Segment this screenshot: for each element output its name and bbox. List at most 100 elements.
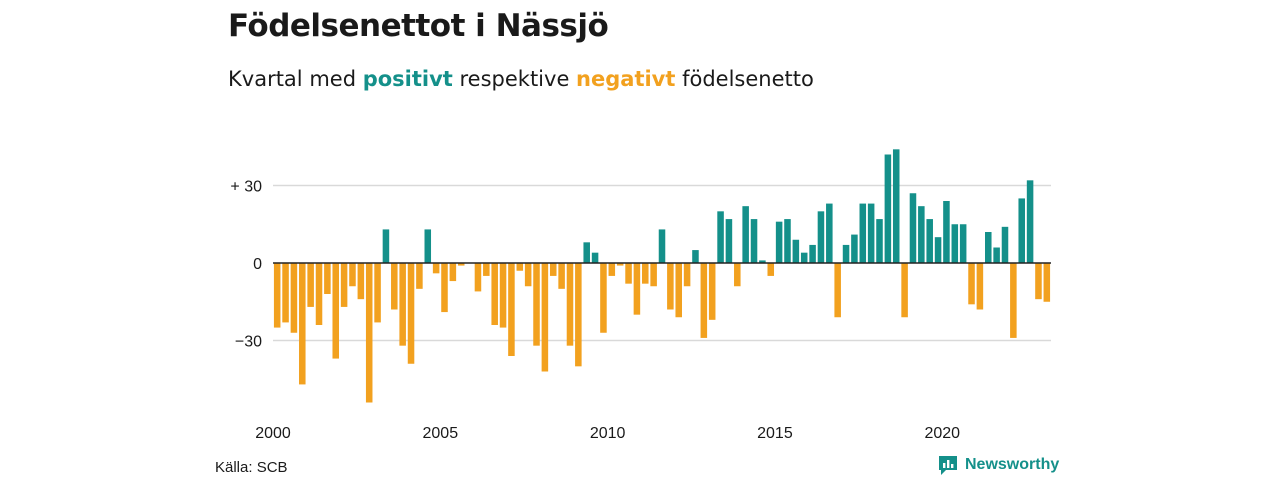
bar [1018,198,1025,263]
bar [675,263,682,318]
tick-labels: + 30 0 −30 2000 2005 2010 2015 2020 [230,179,960,443]
bar [667,263,674,310]
bar [876,219,883,263]
bar [692,250,699,263]
subtitle-text-2: respektive [452,67,577,91]
bar [658,229,666,263]
bar [834,263,841,318]
bar [290,263,298,333]
bar [282,263,289,323]
bar [909,193,917,263]
bar [399,263,406,346]
bar [867,203,875,263]
bar [407,263,415,364]
bar [483,263,490,276]
y-tick-label: + 30 [230,179,262,196]
bar [516,263,524,271]
bar [374,263,381,323]
bar [424,229,432,263]
bar [901,263,908,318]
chart-title: Födelsenettot i Nässjö [228,8,609,44]
bar [474,263,482,292]
newsworthy-brand[interactable]: Newsworthy [937,454,1059,476]
bar [391,263,398,310]
bar [708,263,716,320]
bar [491,263,498,325]
bar [575,263,582,367]
bar [683,263,691,287]
bar [918,206,925,263]
bar [307,263,314,307]
bar [792,239,800,263]
bar [859,203,867,263]
bar [1001,226,1009,263]
bar [499,263,507,328]
bar [633,263,641,315]
subtitle-text-3: födelsenetto [675,67,814,91]
bar [725,219,733,263]
bar [432,263,440,274]
bar [558,263,565,289]
bar [349,263,356,287]
bar [700,263,708,338]
bar [273,263,281,328]
bar [533,263,540,346]
x-tick-label: 2000 [255,425,291,442]
bar [968,263,975,305]
bar [324,263,331,294]
bar [600,263,607,333]
bar [642,263,649,284]
bar [985,232,992,263]
bar [800,252,808,263]
chart-subtitle: Kvartal med positivt respektive negativt… [228,67,814,91]
bar [775,221,783,263]
bar [650,263,657,287]
bar [884,154,892,263]
bar [767,263,775,276]
bar [441,263,448,313]
bar [449,263,457,282]
bar [340,263,348,307]
newsworthy-logo-icon [939,456,957,475]
bar [892,149,900,263]
bar [943,201,950,263]
bar [809,244,816,263]
bar [508,263,515,356]
bar [1010,263,1017,338]
x-tick-label: 2005 [423,425,459,442]
brand-name: Newsworthy [965,456,1060,473]
bar [1043,263,1051,302]
bar [934,237,942,263]
bar [524,263,532,287]
subtitle-positive-label: positivt [362,67,453,91]
bar [332,263,340,359]
bar [826,203,833,263]
bar [457,263,465,266]
bar [842,244,850,263]
bar [608,263,616,276]
y-tick-label: 0 [253,256,262,273]
bar [851,234,858,263]
bar [616,263,624,266]
subtitle-text-1: Kvartal med [228,67,363,91]
bar [750,219,758,263]
bar [299,263,306,385]
subtitle-negative-label: negativt [576,67,676,91]
bars [273,149,1051,403]
bar [959,224,967,263]
x-tick-label: 2015 [757,425,793,442]
x-tick-label: 2020 [924,425,960,442]
bar [993,247,1000,263]
bar [357,263,365,300]
bar [583,242,590,263]
bar [784,219,791,263]
bar [951,224,959,263]
bar [734,263,741,287]
y-tick-label: −30 [235,334,262,351]
bar [742,206,749,263]
bar [315,263,323,325]
bar [416,263,423,289]
bar [976,263,984,310]
bar [382,229,390,263]
